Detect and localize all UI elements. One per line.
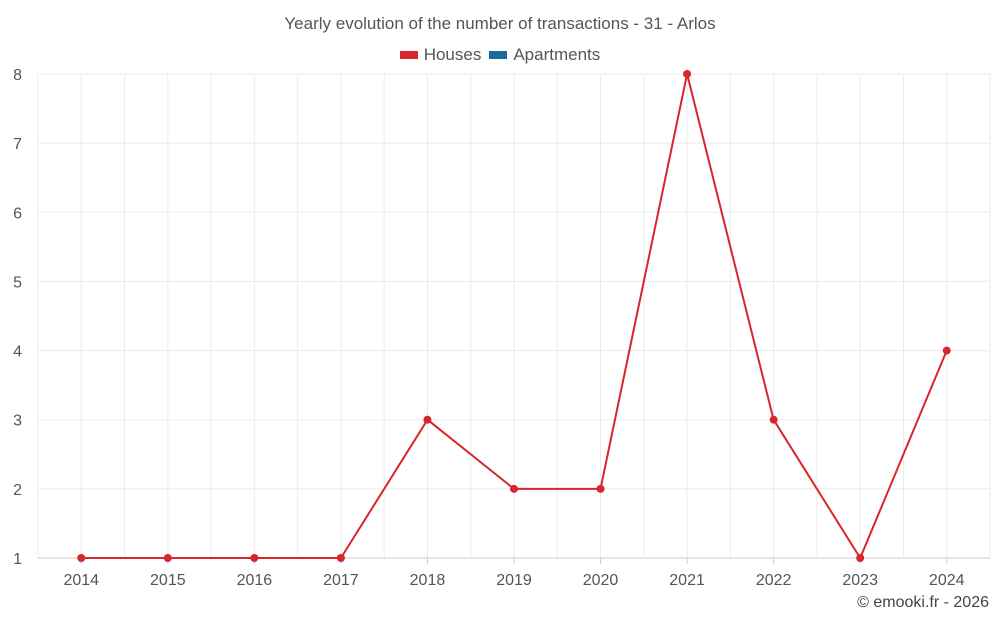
- data-point-houses: [683, 70, 692, 78]
- x-tick-label: 2016: [237, 572, 273, 589]
- x-tick-label: 2020: [583, 572, 619, 589]
- x-tick-label: 2018: [410, 572, 446, 589]
- x-tick-label: 2015: [150, 572, 186, 589]
- legend-label-houses: Houses: [423, 45, 482, 64]
- data-point-houses: [336, 554, 345, 562]
- legend-swatch-apartments: [489, 51, 508, 59]
- x-tick-label: 2019: [496, 572, 532, 589]
- x-tick-label: 2024: [929, 572, 965, 589]
- data-point-houses: [856, 554, 865, 562]
- y-tick-label: 4: [13, 344, 22, 361]
- data-point-houses: [596, 484, 605, 493]
- legend: Houses Apartments: [0, 45, 1000, 65]
- data-point-houses: [250, 554, 259, 562]
- x-tick-label: 2017: [323, 572, 359, 589]
- y-tick-label: 1: [13, 551, 22, 568]
- x-tick-label: 2023: [842, 572, 878, 589]
- y-tick-label: 2: [13, 482, 22, 499]
- credit-text: © emooki.fr - 2026: [857, 594, 989, 611]
- data-point-houses: [77, 554, 86, 562]
- y-tick-label: 8: [13, 67, 22, 84]
- y-tick-label: 6: [13, 205, 22, 222]
- y-tick-label: 7: [13, 136, 22, 153]
- x-tick-label: 2014: [63, 572, 99, 589]
- legend-label-apartments: Apartments: [513, 45, 601, 64]
- data-point-houses: [163, 554, 172, 562]
- chart-title: Yearly evolution of the number of transa…: [284, 14, 716, 33]
- x-tick-label: 2022: [756, 572, 792, 589]
- y-tick-label: 3: [13, 413, 22, 430]
- x-tick-label: 2021: [669, 572, 705, 589]
- y-tick-label: 5: [13, 274, 22, 291]
- legend-swatch-houses: [399, 51, 418, 59]
- data-point-houses: [510, 484, 518, 493]
- data-point-houses: [942, 346, 951, 355]
- legend-item-houses[interactable]: Houses: [399, 45, 482, 65]
- legend-item-apartments[interactable]: Apartments: [489, 45, 600, 65]
- data-point-houses: [423, 415, 432, 424]
- data-point-houses: [769, 415, 778, 424]
